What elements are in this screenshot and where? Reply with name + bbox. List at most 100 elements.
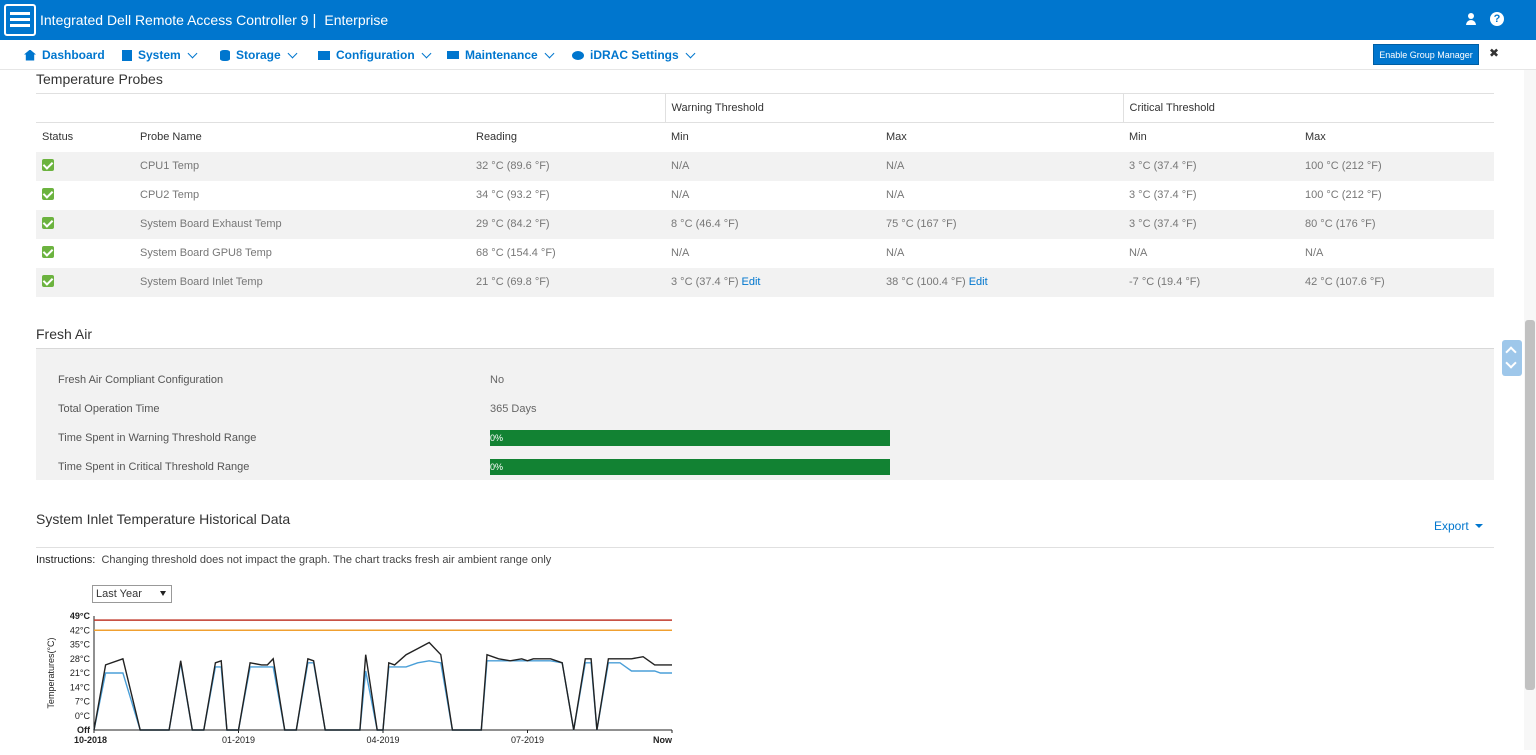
history-title: System Inlet Temperature Historical Data (36, 511, 291, 527)
chevron-down-icon (287, 48, 298, 58)
y-tick-label: 7°C (75, 697, 91, 707)
warning-range-time-label: Time Spent in Warning Threshold Range (58, 432, 257, 444)
nav-maintenance[interactable]: Maintenance (447, 48, 555, 62)
nav-system[interactable]: System (122, 48, 198, 62)
fresh-air-title: Fresh Air (36, 326, 93, 342)
main-nav: Dashboard System Storage Configuration M… (0, 40, 1536, 70)
chart-svg: 49°C 42°C 35°C 28°C 21°C 14°C 7°C 0°C Off Tempera… (46, 611, 673, 745)
temperature-series-line (93, 641, 672, 731)
settings-icon (572, 50, 584, 60)
probe-reading: 29 °C (84.2 °F) (470, 209, 665, 239)
nav-dashboard[interactable]: Dashboard (24, 48, 105, 62)
database-icon (220, 49, 230, 61)
caret-down-icon (1474, 524, 1483, 528)
app-title: Integrated Dell Remote Access Controller… (40, 12, 309, 28)
col-critical-min[interactable]: Min (1129, 131, 1147, 144)
y-tick-label: 21°C (70, 668, 91, 678)
temperature-probes-title: Temperature Probes (36, 71, 163, 87)
critical-threshold-header: Critical Threshold (1122, 93, 1494, 123)
export-dropdown[interactable]: Export (1434, 519, 1483, 533)
scroll-up-down-widget[interactable] (1502, 340, 1522, 376)
enable-group-manager-button[interactable]: Enable Group Manager (1373, 44, 1479, 65)
total-operation-time-value: 365 Days (490, 403, 537, 415)
warning-max: 38 °C (100.4 °F) (886, 276, 966, 288)
warning-min: 3 °C (37.4 °F) (671, 276, 739, 288)
temperature-series-line (93, 660, 672, 731)
nav-maintenance-label: Maintenance (465, 48, 538, 62)
nav-storage[interactable]: Storage (220, 48, 298, 62)
col-probe-name[interactable]: Probe Name (140, 131, 202, 144)
y-tick-label: 42°C (70, 625, 91, 635)
chevron-down-icon (1505, 357, 1517, 369)
col-critical-max[interactable]: Max (1305, 131, 1326, 144)
status-ok-icon (42, 245, 54, 258)
warning-max: N/A (880, 151, 1123, 181)
probe-name: System Board GPU8 Temp (140, 247, 272, 259)
col-warning-min[interactable]: Min (671, 131, 689, 144)
y-tick-label: Off (77, 725, 91, 735)
warning-max: N/A (886, 247, 905, 259)
x-tick-label: Now (653, 735, 673, 745)
table-row: System Board GPU8 Temp 68 °C (154.4 °F) … (36, 239, 1494, 268)
config-icon (318, 50, 330, 60)
critical-max: 100 °C (212 °F) (1299, 151, 1494, 181)
col-status[interactable]: Status (42, 131, 74, 144)
app-edition: Enterprise (324, 12, 389, 28)
critical-min: N/A (1129, 247, 1148, 259)
critical-max: N/A (1305, 247, 1324, 259)
x-tick-label: 07-2019 (511, 735, 544, 745)
status-ok-icon (42, 187, 54, 200)
table-row: System Board Exhaust Temp 29 °C (84.2 °F… (36, 209, 1494, 239)
instructions-label: Instructions: (36, 554, 96, 566)
warning-max-cell: 38 °C (100.4 °F) Edit (880, 267, 1123, 297)
y-tick-label: 35°C (70, 640, 91, 650)
user-icon[interactable] (1464, 12, 1478, 26)
nav-dashboard-label: Dashboard (42, 48, 105, 62)
fresh-air-compliant-value: No (490, 374, 505, 386)
probe-reading: 32 °C (89.6 °F) (470, 151, 665, 181)
status-ok-icon (42, 274, 54, 287)
probe-name: CPU2 Temp (140, 189, 200, 201)
chevron-down-icon (685, 48, 696, 58)
probe-name: CPU1 Temp (134, 151, 470, 181)
x-tick-label: 01-2019 (222, 735, 255, 745)
nav-configuration-label: Configuration (336, 48, 415, 62)
critical-max: 42 °C (107.6 °F) (1299, 267, 1494, 297)
probe-reading: 68 °C (154.4 °F) (476, 247, 556, 259)
y-tick-label: 14°C (70, 682, 91, 692)
scrollbar-thumb[interactable] (1525, 320, 1535, 690)
fresh-air-panel: Fresh Air Compliant Configuration No Tot… (36, 348, 1494, 480)
nav-configuration[interactable]: Configuration (318, 48, 432, 62)
nav-idrac-settings-label: iDRAC Settings (590, 48, 679, 62)
critical-range-progress-value: 0% (490, 462, 504, 472)
instructions-text: Changing threshold does not impact the g… (101, 554, 552, 566)
edit-warning-min-link[interactable]: Edit (741, 276, 761, 288)
help-icon[interactable]: ? (1490, 12, 1504, 26)
y-tick-label: 0°C (75, 711, 91, 721)
edit-warning-max-link[interactable]: Edit (968, 276, 988, 288)
status-ok-icon (42, 216, 54, 229)
col-reading[interactable]: Reading (476, 131, 517, 144)
x-tick-label: 04-2019 (366, 735, 399, 745)
warning-min-cell: 3 °C (37.4 °F) Edit (665, 267, 880, 297)
nav-storage-label: Storage (236, 48, 281, 62)
time-range-select[interactable]: Last Year (92, 585, 172, 603)
nav-idrac-settings[interactable]: iDRAC Settings (572, 48, 696, 62)
x-tick-label: 10-2018 (74, 735, 107, 745)
critical-min: 3 °C (37.4 °F) (1129, 189, 1197, 201)
pin-icon[interactable]: ✖ (1489, 46, 1500, 60)
col-warning-max[interactable]: Max (886, 131, 907, 144)
critical-range-progress-bar: 0% (490, 459, 890, 475)
instructions: Instructions: Changing threshold does no… (36, 554, 551, 566)
export-label: Export (1434, 519, 1469, 533)
nav-system-label: System (138, 48, 181, 62)
critical-min: 3 °C (37.4 °F) (1123, 151, 1299, 181)
chevron-down-icon (421, 48, 432, 58)
fresh-air-compliant-label: Fresh Air Compliant Configuration (58, 374, 224, 386)
critical-range-time-label: Time Spent in Critical Threshold Range (58, 461, 250, 473)
y-tick-label: 49°C (70, 611, 91, 621)
warning-min: 8 °C (46.4 °F) (665, 209, 880, 239)
warning-min: N/A (671, 189, 690, 201)
warning-max: N/A (886, 189, 905, 201)
critical-min: -7 °C (19.4 °F) (1123, 267, 1299, 297)
